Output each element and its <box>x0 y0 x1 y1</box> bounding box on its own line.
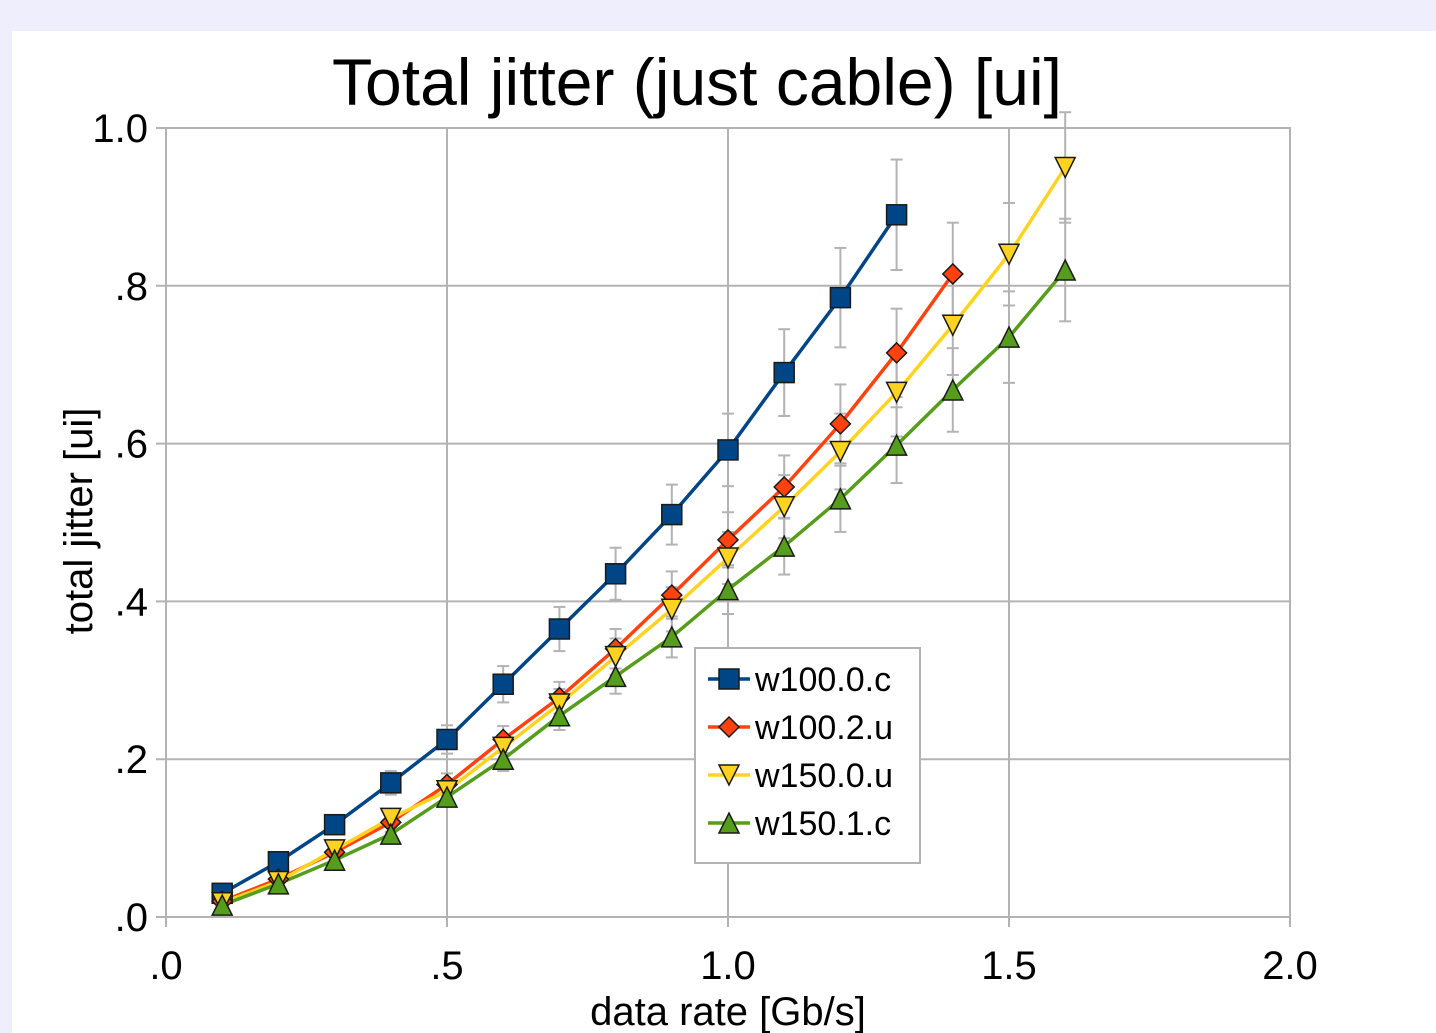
data-point-w150.1.c <box>323 848 346 871</box>
y-tick-label: .6 <box>115 423 148 467</box>
data-point-w150.1.c <box>829 487 852 510</box>
legend-label: w100.0.c <box>754 661 891 699</box>
data-point-w100.0.c <box>885 204 908 226</box>
legend-marker <box>717 764 741 787</box>
data-point-w150.1.c <box>997 325 1021 348</box>
data-point-w150.1.c <box>885 433 908 456</box>
legend-label: w150.1.c <box>754 805 891 843</box>
data-point-w150.0.u <box>491 736 515 760</box>
series-lines <box>221 166 1067 907</box>
plot-area-border <box>165 127 1291 918</box>
x-axis-tick-labels: .0 .5 1.0 1.5 2.0 <box>149 944 1317 988</box>
jitter-chart: Total jitter (just cable) [ui] .0 .5 1.0 1.… <box>57 45 1318 1033</box>
data-point-w100.0.c <box>548 618 571 640</box>
data-point-w150.0.u <box>997 243 1021 266</box>
x-tick-label: .0 <box>149 944 182 988</box>
data-point-w150.1.c <box>491 747 515 770</box>
data-point-w150.1.c <box>379 822 403 845</box>
y-axis-label: total jitter [ui] <box>57 408 101 635</box>
chart-title: Total jitter (just cable) [ui] <box>332 45 1062 119</box>
data-point-w150.0.u <box>829 440 852 464</box>
data-point-w150.1.c <box>941 378 965 401</box>
data-point-w150.0.u <box>941 314 965 337</box>
data-point-w100.0.c <box>323 813 346 836</box>
data-point-w150.0.u <box>379 807 403 831</box>
data-point-w150.0.u <box>716 547 740 570</box>
x-tick-label: 1.5 <box>981 944 1037 988</box>
data-point-w100.2.u <box>941 262 964 286</box>
data-point-w150.1.c <box>716 577 740 601</box>
data-point-w150.1.c <box>604 664 627 688</box>
data-point-w100.2.u <box>829 412 852 435</box>
y-tick-label: 1.0 <box>92 107 148 151</box>
data-point-w150.1.c <box>772 534 796 557</box>
legend-marker <box>717 715 741 739</box>
data-point-w150.1.c <box>267 872 290 895</box>
y-tick-label: .4 <box>115 580 148 624</box>
data-point-w150.0.u <box>604 645 627 669</box>
data-point-w100.0.c <box>773 361 795 384</box>
series-markers <box>210 156 1077 916</box>
data-point-w150.0.u <box>548 693 571 716</box>
data-point-w100.0.c <box>492 673 514 695</box>
data-point-w100.0.c <box>661 503 683 526</box>
data-point-w150.1.c <box>435 785 459 808</box>
legend-label: w150.0.u <box>754 757 893 795</box>
data-point-w100.0.c <box>829 286 852 309</box>
y-tick-label: .2 <box>115 738 148 782</box>
chart-panel: Total jitter (just cable) [ui] .0 .5 1.0 1.… <box>12 31 1436 1033</box>
data-point-w150.1.c <box>660 625 684 648</box>
series-line-w150.0.u <box>221 166 1067 905</box>
data-point-w150.1.c <box>548 704 571 727</box>
series-line-w100.2.u <box>221 272 955 903</box>
data-point-w150.0.u <box>772 495 796 519</box>
error-bars <box>216 111 1072 911</box>
y-tick-label: .8 <box>115 265 148 309</box>
data-point-w150.1.c <box>210 893 234 916</box>
data-point-w100.2.u <box>885 341 908 364</box>
x-tick-label: 1.0 <box>700 944 756 988</box>
y-axis-tick-labels: .0 .2 .4 .6 .8 1.0 <box>92 107 148 940</box>
data-point-w100.0.c <box>717 439 739 461</box>
legend: w100.0.c w100.2.u w150.0.u w150.1.c <box>694 647 921 864</box>
legend-marker <box>717 811 741 834</box>
x-axis-label: data rate [Gb/s] <box>590 990 866 1033</box>
data-point-w100.0.c <box>604 563 627 585</box>
data-point-w100.0.c <box>436 728 458 751</box>
x-tick-label: 2.0 <box>1262 944 1318 988</box>
data-point-w100.0.c <box>380 772 402 794</box>
series-line-w150.1.c <box>221 268 1067 907</box>
x-tick-label: .5 <box>430 944 463 988</box>
data-point-w150.1.c <box>1053 258 1077 281</box>
legend-marker <box>718 668 740 690</box>
y-tick-label: .0 <box>115 896 148 940</box>
data-point-w150.0.u <box>660 598 684 621</box>
data-point-w150.0.u <box>1053 156 1077 180</box>
legend-label: w100.2.u <box>754 709 893 747</box>
data-point-w150.0.u <box>885 381 908 404</box>
